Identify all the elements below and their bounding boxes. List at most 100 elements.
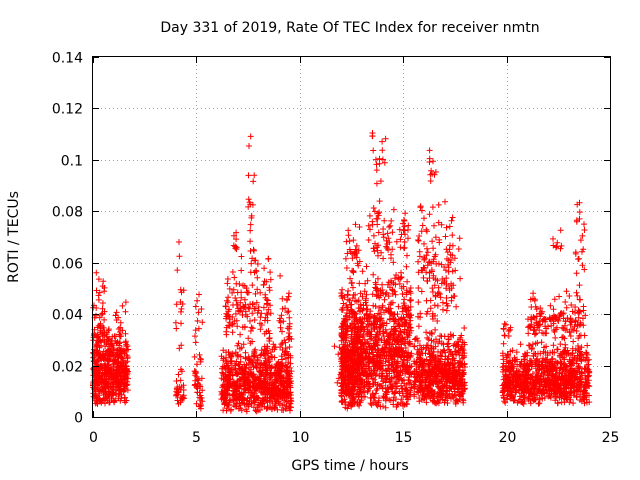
data-point xyxy=(573,289,580,296)
data-point xyxy=(102,400,108,407)
data-point xyxy=(260,398,267,405)
data-point xyxy=(99,365,106,372)
data-point xyxy=(370,232,377,239)
data-point xyxy=(231,318,238,324)
data-point xyxy=(221,363,228,370)
data-point xyxy=(547,302,554,309)
data-point xyxy=(415,323,422,330)
data-point xyxy=(575,256,582,263)
data-point xyxy=(95,388,102,395)
data-point xyxy=(284,296,291,303)
data-point xyxy=(249,282,256,289)
data-point xyxy=(194,297,201,304)
data-point xyxy=(93,312,99,319)
data-point xyxy=(113,309,120,316)
data-point xyxy=(381,296,388,303)
data-point xyxy=(194,317,201,324)
data-point xyxy=(124,387,131,394)
data-point xyxy=(244,313,251,320)
data-point xyxy=(223,297,230,304)
data-point xyxy=(196,351,203,358)
data-point xyxy=(116,342,123,349)
data-point xyxy=(424,245,430,252)
data-point xyxy=(267,365,274,372)
data-point xyxy=(178,342,185,349)
data-point xyxy=(402,231,408,238)
data-point xyxy=(193,400,200,407)
data-point xyxy=(247,394,254,401)
data-point xyxy=(195,377,202,384)
data-point xyxy=(261,278,268,285)
data-point xyxy=(404,278,411,285)
data-point xyxy=(105,326,112,333)
data-point xyxy=(124,343,131,349)
data-point xyxy=(178,320,184,327)
data-point xyxy=(379,281,386,288)
data-point xyxy=(199,387,206,394)
data-point xyxy=(275,359,282,365)
data-point xyxy=(432,326,439,333)
data-point xyxy=(579,232,586,239)
data-point xyxy=(432,234,439,241)
data-point xyxy=(192,339,199,346)
data-point xyxy=(95,276,102,283)
data-point xyxy=(238,253,245,260)
data-point xyxy=(531,331,538,338)
data-point xyxy=(248,260,255,267)
data-point xyxy=(109,391,116,398)
data-point xyxy=(249,325,256,332)
data-point xyxy=(226,306,233,313)
data-point xyxy=(96,289,103,296)
data-point xyxy=(244,379,251,386)
data-point xyxy=(234,342,241,349)
data-point xyxy=(266,287,273,294)
data-point xyxy=(285,391,292,398)
data-point xyxy=(343,265,350,271)
data-point xyxy=(257,362,264,369)
data-point xyxy=(420,274,427,281)
data-point xyxy=(563,304,570,311)
data-point xyxy=(223,324,230,331)
data-point xyxy=(426,147,433,154)
data-point xyxy=(197,356,204,363)
data-point xyxy=(174,397,181,404)
data-point xyxy=(442,198,448,205)
data-point xyxy=(286,344,293,350)
data-point xyxy=(567,333,574,339)
data-point xyxy=(457,275,464,282)
data-point xyxy=(249,338,256,345)
data-point xyxy=(339,286,346,293)
data-point xyxy=(94,370,101,377)
data-point xyxy=(224,311,231,318)
data-point xyxy=(449,242,456,249)
data-point xyxy=(175,371,182,378)
data-point xyxy=(346,238,353,245)
data-point xyxy=(276,400,283,407)
data-point xyxy=(442,233,449,240)
data-point xyxy=(286,364,293,371)
data-point xyxy=(331,343,338,350)
data-point xyxy=(382,404,389,411)
data-point xyxy=(122,308,129,315)
data-point xyxy=(535,400,542,407)
data-point xyxy=(241,370,248,377)
data-point xyxy=(94,382,101,389)
data-point xyxy=(370,205,377,211)
data-point xyxy=(233,236,240,243)
data-point xyxy=(112,333,119,340)
data-point xyxy=(254,274,261,281)
data-point xyxy=(249,300,256,307)
data-point xyxy=(264,301,270,308)
data-point xyxy=(253,384,260,391)
data-point xyxy=(550,342,557,349)
data-point xyxy=(265,356,272,363)
data-point xyxy=(260,350,267,357)
data-point xyxy=(272,404,278,411)
data-point xyxy=(222,392,229,399)
data-point xyxy=(196,403,203,410)
data-point xyxy=(238,407,245,414)
data-point xyxy=(379,147,386,154)
data-point xyxy=(387,222,394,229)
data-point xyxy=(98,378,105,385)
data-point xyxy=(222,303,229,310)
